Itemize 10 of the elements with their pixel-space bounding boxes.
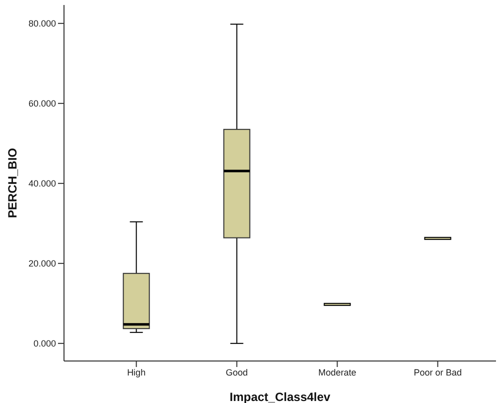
x-tick-label: High [127,367,146,378]
y-tick-label: 0.000 [33,338,56,349]
x-tick-label: Good [226,367,248,378]
y-tick-label: 40.000 [28,178,56,189]
y-tick-label: 20.000 [28,258,56,269]
y-tick-label: 80.000 [28,18,56,29]
y-tick-label: 60.000 [28,98,56,109]
y-axis-title: PERCH_BIO [5,148,20,218]
x-tick-label: Poor or Bad [414,367,462,378]
x-tick-label: Moderate [318,367,356,378]
